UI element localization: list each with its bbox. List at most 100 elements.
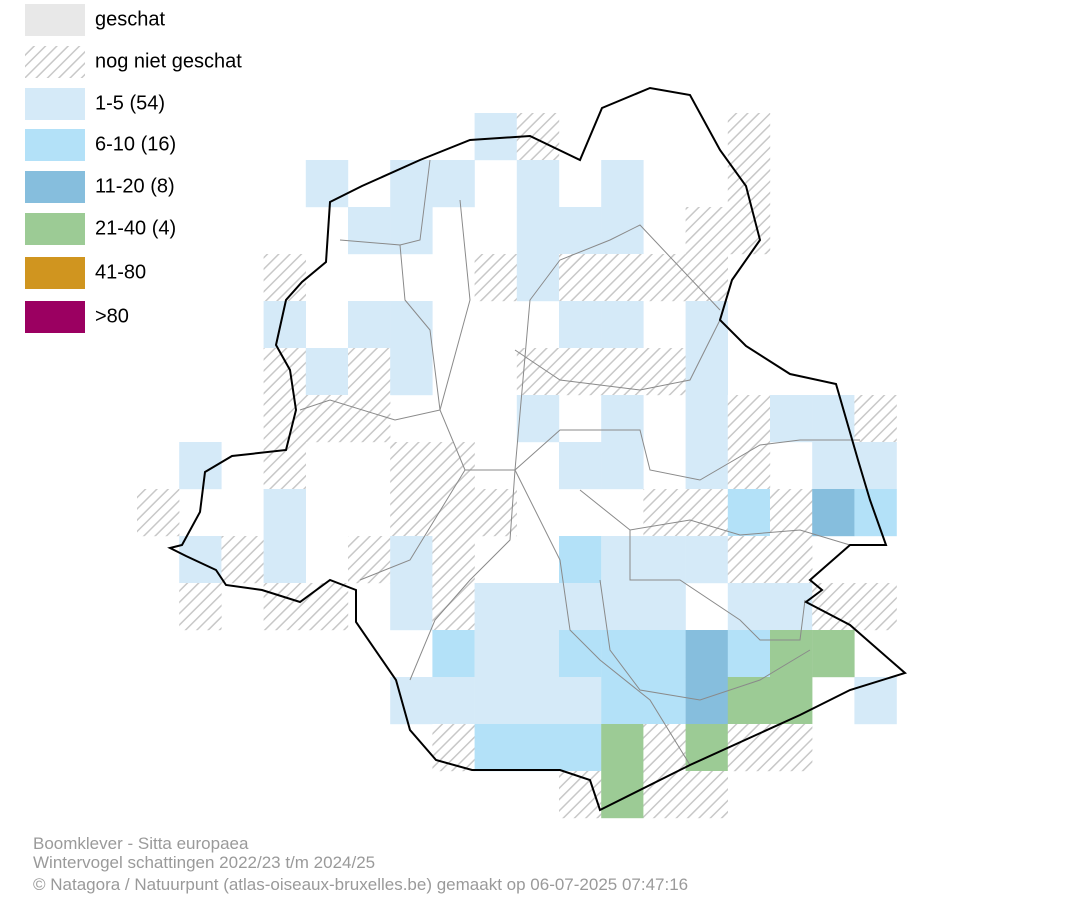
- grid-cell: [601, 724, 644, 772]
- grid-cell: [559, 348, 602, 396]
- grid-cell: [390, 442, 433, 490]
- grid-cell: [812, 395, 855, 443]
- grid-cell: [432, 160, 475, 208]
- grid-cell: [516, 630, 560, 678]
- grid-cell: [559, 583, 602, 631]
- grid-cell: [559, 254, 602, 302]
- grid-cell: [685, 395, 728, 443]
- grid-cell: [559, 442, 602, 490]
- grid-cell: [305, 395, 349, 443]
- grid-cell: [685, 771, 728, 819]
- legend-swatch: [25, 213, 85, 245]
- legend-label: 11-20 (8): [95, 175, 175, 197]
- grid-cell: [854, 442, 897, 490]
- grid-cell: [601, 301, 644, 349]
- grid-cell: [516, 160, 560, 208]
- grid-cell: [263, 254, 306, 302]
- grid-cell: [432, 677, 475, 725]
- grid-cell: [474, 254, 517, 302]
- grid-cell: [643, 254, 686, 302]
- grid-cell: [516, 583, 560, 631]
- legend-label: 1-5 (54): [95, 92, 165, 114]
- grid-cell: [727, 583, 771, 631]
- municipal-borders: [299, 159, 860, 766]
- legend-label: 41-80: [95, 261, 146, 283]
- grid-cell: [516, 724, 560, 772]
- grid-cell: [601, 395, 644, 443]
- grid-cell: [348, 348, 391, 396]
- grid-cell: [348, 301, 391, 349]
- grid-cell: [727, 113, 771, 161]
- grid-cell: [812, 489, 855, 537]
- grid-cell: [474, 677, 517, 725]
- grid-cell: [390, 489, 433, 537]
- grid-cell: [305, 583, 349, 631]
- grid-cell: [727, 677, 771, 725]
- grid-cell: [601, 442, 644, 490]
- grid-cell: [643, 771, 686, 819]
- grid-cell: [516, 395, 560, 443]
- grid-cell: [559, 301, 602, 349]
- grid-cell: [474, 489, 517, 537]
- legend-swatch: [25, 257, 85, 289]
- grid-cell: [137, 489, 180, 537]
- grid-cell: [474, 583, 517, 631]
- grid-cell: [601, 630, 644, 678]
- grid-cell: [685, 630, 728, 678]
- grid-cell: [601, 583, 644, 631]
- grid-cell: [601, 536, 644, 584]
- grid-cell: [770, 395, 813, 443]
- grid-cell: [516, 677, 560, 725]
- legend-label: 6-10 (16): [95, 133, 176, 155]
- grid-cell: [348, 207, 391, 255]
- grid-cell: [601, 771, 644, 819]
- grid-cell: [770, 536, 813, 584]
- grid-cell: [685, 536, 728, 584]
- grid-cell: [263, 395, 306, 443]
- legend-label: geschat: [95, 8, 165, 30]
- grid-cell: [559, 677, 602, 725]
- grid-cell: [685, 301, 728, 349]
- grid-cell: [559, 724, 602, 772]
- grid-cell: [685, 442, 728, 490]
- grid-cell: [432, 724, 475, 772]
- legend-swatch: [25, 301, 85, 333]
- grid-cell: [727, 207, 771, 255]
- legend-swatch: [25, 4, 85, 36]
- grid-cell: [516, 207, 560, 255]
- grid-cell: [179, 583, 222, 631]
- legend-label: 21-40 (4): [95, 217, 176, 239]
- grid-cell: [727, 395, 771, 443]
- grid-cell: [390, 583, 433, 631]
- grid-cell: [390, 348, 433, 396]
- grid-cell: [854, 395, 897, 443]
- region-outline: [167, 86, 908, 812]
- grid-cell: [432, 536, 475, 584]
- grid-cell: [643, 536, 686, 584]
- grid-cell: [727, 536, 771, 584]
- grid-cell: [643, 630, 686, 678]
- grid-cell: [854, 677, 897, 725]
- grid-cell: [305, 160, 349, 208]
- grid-cell: [643, 677, 686, 725]
- grid-cell: [305, 348, 349, 396]
- legend-label: >80: [95, 305, 129, 327]
- legend: geschat nog niet geschat 1-5 (54) 6-10 (16)…: [25, 4, 242, 333]
- grid-cell: [685, 348, 728, 396]
- grid-cell: [601, 677, 644, 725]
- grid-cell: [643, 583, 686, 631]
- grid-cell: [770, 489, 813, 537]
- grid-cell: [474, 630, 517, 678]
- grid-cell: [601, 207, 644, 255]
- grid-cell: [559, 207, 602, 255]
- grid-cell: [263, 442, 306, 490]
- grid-cell: [559, 536, 602, 584]
- grid-cell: [643, 348, 686, 396]
- grid-cell: [601, 160, 644, 208]
- grid-cell: [812, 442, 855, 490]
- grid-cell: [685, 489, 728, 537]
- grid-cell: [390, 536, 433, 584]
- grid-cell: [727, 489, 771, 537]
